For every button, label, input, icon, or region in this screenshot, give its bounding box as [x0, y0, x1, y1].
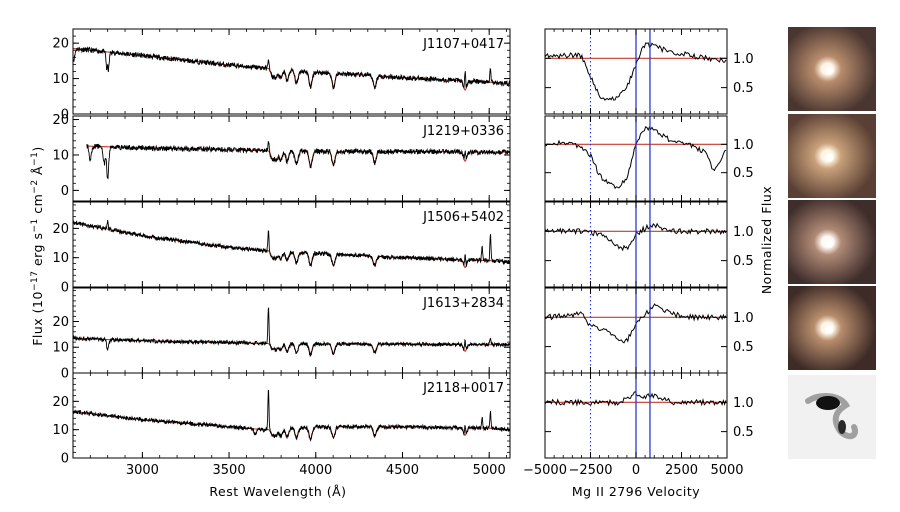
spectra-x-axis-title: Rest Wavelength (Å): [209, 484, 346, 499]
y-tick-label: 0: [61, 108, 69, 123]
velocity-panel: 0.5 1.0 −5000 −2500 0 2500 5000: [523, 372, 754, 478]
spectrum-panel: 0 10 20 J1613+2834: [52, 287, 511, 382]
ylabel-part: Å: [30, 166, 45, 180]
galaxy-core: [825, 153, 834, 162]
spectrum-panel-frame: [72, 115, 511, 202]
mgii-velocity-chart: 0.5 1.0 0.5 1.0 0.5 1.0 0.5 1.0 0.5 1.0 −5000 −2500…: [523, 28, 754, 478]
x-tick-label: 5000: [473, 463, 506, 478]
velocity-panel: 0.5 1.0: [544, 287, 754, 374]
galaxy-image-j1613+2834: [788, 286, 876, 370]
galaxy-image-j1506+5402: [788, 200, 876, 284]
spectrum-panel-frame: [72, 201, 511, 288]
ylabel-part: erg s: [30, 233, 45, 271]
panel-label: J1219+0336: [422, 124, 504, 139]
galaxy-image-j1107+0417: [788, 27, 876, 111]
y-tick-label: 0: [61, 184, 69, 199]
velocity-x-axis-title: Mg II 2796 Velocity: [572, 484, 700, 499]
velocity-panel: 0.5 1.0: [544, 115, 754, 202]
y-tick-label: 20: [52, 395, 69, 410]
y-tick-label: 10: [52, 251, 69, 266]
x-tick-label: 3500: [213, 463, 246, 478]
spectrum-panel: 0 10 20 J1219+0336: [52, 113, 511, 202]
x-tick-label: 0: [632, 463, 640, 478]
x-tick-label: −2500: [569, 463, 613, 478]
observed-spectrum-line: [72, 46, 511, 90]
y-tick-label: 0.5: [733, 81, 754, 96]
x-tick-label: 4000: [299, 463, 332, 478]
y-tick-label: 0: [61, 367, 69, 382]
ylabel-part: ): [30, 146, 45, 151]
x-tick-label: 4500: [386, 463, 419, 478]
galaxy-knot: [838, 420, 846, 434]
observed-spectrum-line: [72, 389, 511, 442]
ylabel-part: cm: [30, 194, 45, 219]
y-tick-label: 1.0: [733, 311, 754, 326]
observed-spectrum-line: [72, 219, 511, 268]
y-tick-label: 0.5: [733, 166, 754, 181]
ylabel-part: −2: [30, 179, 40, 193]
spectrum-panel: 0 10 20 3000 3500 4000 4500 5000 J2118+0017: [52, 372, 511, 478]
spectra-chart: 0 10 20 J1107+0417 0 10 20 J1219+0336 0 10 20 J1506…: [52, 28, 511, 478]
ylabel-part: −1: [30, 218, 40, 232]
y-tick-label: 20: [52, 315, 69, 330]
ylabel-part: −1: [30, 152, 40, 166]
galaxy-core: [825, 239, 834, 248]
x-tick-label: −5000: [523, 463, 567, 478]
y-tick-label: 20: [52, 113, 69, 128]
y-tick-label: 0.5: [733, 254, 754, 269]
y-tick-label: 1.0: [733, 396, 754, 411]
galaxy-core: [825, 325, 834, 334]
x-tick-label: 3000: [126, 463, 159, 478]
observed-spectrum-line: [86, 141, 511, 180]
y-tick-label: 1.0: [733, 52, 754, 67]
y-tick-label: 0: [61, 452, 69, 467]
galaxy-image-j2118+0017: [788, 375, 876, 459]
y-tick-label: 0.5: [733, 340, 754, 355]
panel-label: J1107+0417: [422, 37, 504, 52]
x-tick-label: 5000: [710, 463, 743, 478]
y-tick-label: 0.5: [733, 425, 754, 440]
spectrum-panel: 0 10 20 J1506+5402: [52, 201, 511, 296]
y-tick-label: 1.0: [733, 225, 754, 240]
panel-label: J1506+5402: [422, 210, 504, 225]
spectra-y-axis-title: Flux (10−17 erg s−1 cm−2 Å−1): [30, 146, 45, 346]
ylabel-part: Flux (10: [30, 291, 45, 346]
galaxy-images: [788, 27, 876, 459]
velocity-panel: 0.5 1.0: [544, 201, 754, 288]
spectrum-panel-frame: [72, 372, 511, 459]
y-tick-label: 10: [52, 341, 69, 356]
y-tick-label: 1.0: [733, 138, 754, 153]
galaxy-image-j1219+0336: [788, 114, 876, 198]
spectrum-panel: 0 10 20 J1107+0417: [52, 28, 511, 123]
y-tick-label: 10: [52, 148, 69, 163]
model-spectrum-line: [73, 410, 511, 440]
y-tick-label: 20: [52, 222, 69, 237]
velocity-y-axis-title: Normalized Flux: [759, 186, 774, 294]
panel-label: J2118+0017: [422, 381, 504, 396]
image-background: [788, 375, 876, 459]
observed-spectrum-line: [72, 307, 511, 358]
galaxy-core: [816, 396, 840, 410]
x-tick-label: 2500: [665, 463, 698, 478]
panel-label: J1613+2834: [422, 296, 504, 311]
velocity-panel: 0.5 1.0: [544, 28, 754, 115]
y-tick-label: 10: [52, 72, 69, 87]
y-tick-label: 0: [61, 281, 69, 296]
y-tick-label: 10: [52, 423, 69, 438]
galaxy-core: [825, 66, 834, 75]
y-tick-label: 20: [52, 37, 69, 52]
model-spectrum-line: [72, 221, 510, 268]
ylabel-part: −17: [30, 271, 40, 292]
